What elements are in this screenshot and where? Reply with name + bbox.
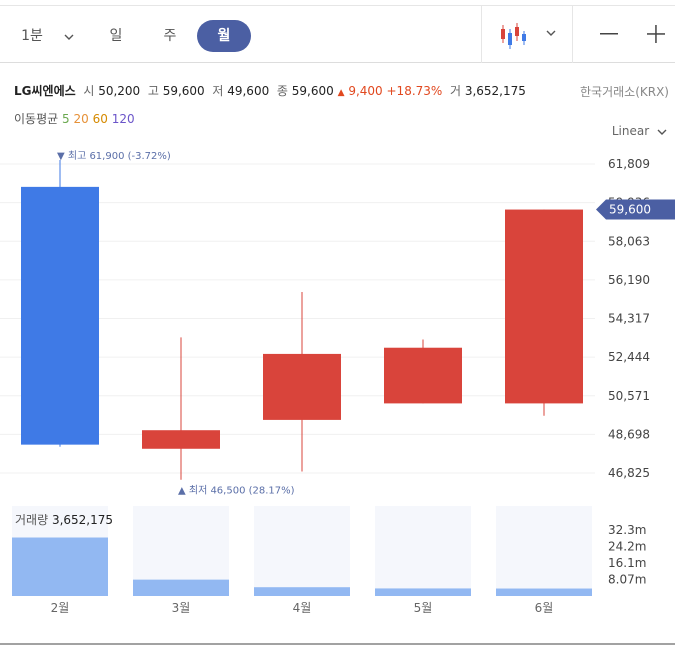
volume-tick-label: 8.07m — [608, 572, 646, 586]
toolbar-divider — [481, 6, 482, 63]
quote-summary: LG씨엔에스 시 50,200 고 59,600 저 49,600 종 59,6… — [14, 82, 526, 99]
x-tick-label: 4월 — [293, 601, 312, 615]
open-value: 50,200 — [98, 84, 141, 98]
zoom-in-icon[interactable] — [647, 25, 665, 43]
volume-bar — [254, 587, 350, 596]
volume-tick-label: 16.1m — [608, 556, 646, 570]
timeframe-week[interactable]: 주 — [163, 28, 177, 44]
low-label: 저 — [212, 84, 224, 98]
ma-120[interactable]: 120 — [111, 112, 135, 126]
volume-background — [496, 506, 592, 596]
volume-bar — [133, 579, 229, 596]
y-tick-label: 58,063 — [608, 234, 650, 248]
volume-tick-label: 32.3m — [608, 523, 646, 537]
candle-body — [21, 186, 99, 445]
x-tick-label: 3월 — [172, 601, 191, 615]
timeframe-month[interactable]: 월 — [197, 20, 251, 52]
last-price-marker — [596, 199, 675, 220]
high-label: 고 — [147, 84, 159, 98]
scale-label: Linear — [611, 124, 650, 138]
volume-value: 3,652,175 — [464, 84, 526, 98]
ma-60[interactable]: 60 — [92, 112, 108, 126]
volume-bar — [496, 588, 592, 596]
y-tick-label: 48,698 — [608, 427, 650, 441]
volume-tick-label: 24.2m — [608, 540, 646, 554]
timeframe-chevron-down-icon[interactable] — [64, 32, 74, 42]
y-tick-label: 54,317 — [608, 312, 650, 326]
volume-bar — [375, 588, 471, 596]
y-tick-label: 46,825 — [608, 466, 650, 480]
close-label: 종 — [276, 84, 288, 98]
volume-title: 거래량 3,652,175 — [15, 513, 113, 527]
max-price-annotation: ▼ 최고 61,900 (-3.72%) — [57, 150, 171, 162]
y-tick-label: 50,571 — [608, 389, 650, 403]
x-tick-label: 6월 — [535, 601, 554, 615]
moving-average-legend: 이동평균 5 20 60 120 — [14, 110, 135, 127]
volume-background — [375, 506, 471, 596]
exchange-name: 한국거래소(KRX) — [580, 85, 669, 99]
candle-body — [263, 353, 341, 420]
high-value: 59,600 — [162, 84, 205, 98]
last-price-label: 59,600 — [609, 203, 651, 217]
candlestick-type-icon[interactable] — [499, 21, 527, 51]
chart-type-chevron-down-icon[interactable] — [546, 28, 556, 38]
candle-body — [384, 347, 462, 404]
candle-body — [505, 209, 583, 404]
low-value: 49,600 — [227, 84, 270, 98]
ma-5[interactable]: 5 — [62, 112, 70, 126]
y-tick-label: 52,444 — [608, 350, 650, 364]
scale-selector[interactable]: Linear — [612, 124, 667, 138]
volume-bar — [12, 537, 108, 596]
top-divider — [0, 5, 675, 6]
timeframe-1min[interactable]: 1분 — [21, 28, 43, 44]
candle-body — [142, 430, 220, 449]
ma-20[interactable]: 20 — [73, 112, 89, 126]
y-tick-label: 61,809 — [608, 157, 650, 171]
stock-name: LG씨엔에스 — [14, 84, 76, 98]
moving-average-label: 이동평균 — [14, 112, 59, 126]
x-tick-label: 2월 — [51, 601, 70, 615]
scale-chevron-down-icon — [657, 129, 667, 135]
change-arrow-icon: ▲ — [337, 88, 345, 98]
min-price-annotation: ▲ 최저 46,500 (28.17%) — [178, 485, 295, 497]
volume-label: 거 — [449, 84, 461, 98]
close-value: 59,600 — [291, 84, 334, 98]
x-tick-label: 5월 — [414, 601, 433, 615]
volume-background — [254, 506, 350, 596]
toolbar-divider — [572, 6, 573, 63]
y-tick-label: 56,190 — [608, 273, 650, 287]
open-label: 시 — [83, 84, 95, 98]
zoom-out-icon[interactable] — [600, 33, 618, 35]
chart-toolbar: 1분 일 주 월 — [0, 6, 675, 63]
change-value: 9,400 — [348, 84, 383, 98]
timeframe-day[interactable]: 일 — [109, 28, 123, 44]
change-percent: +18.73% — [386, 84, 443, 98]
